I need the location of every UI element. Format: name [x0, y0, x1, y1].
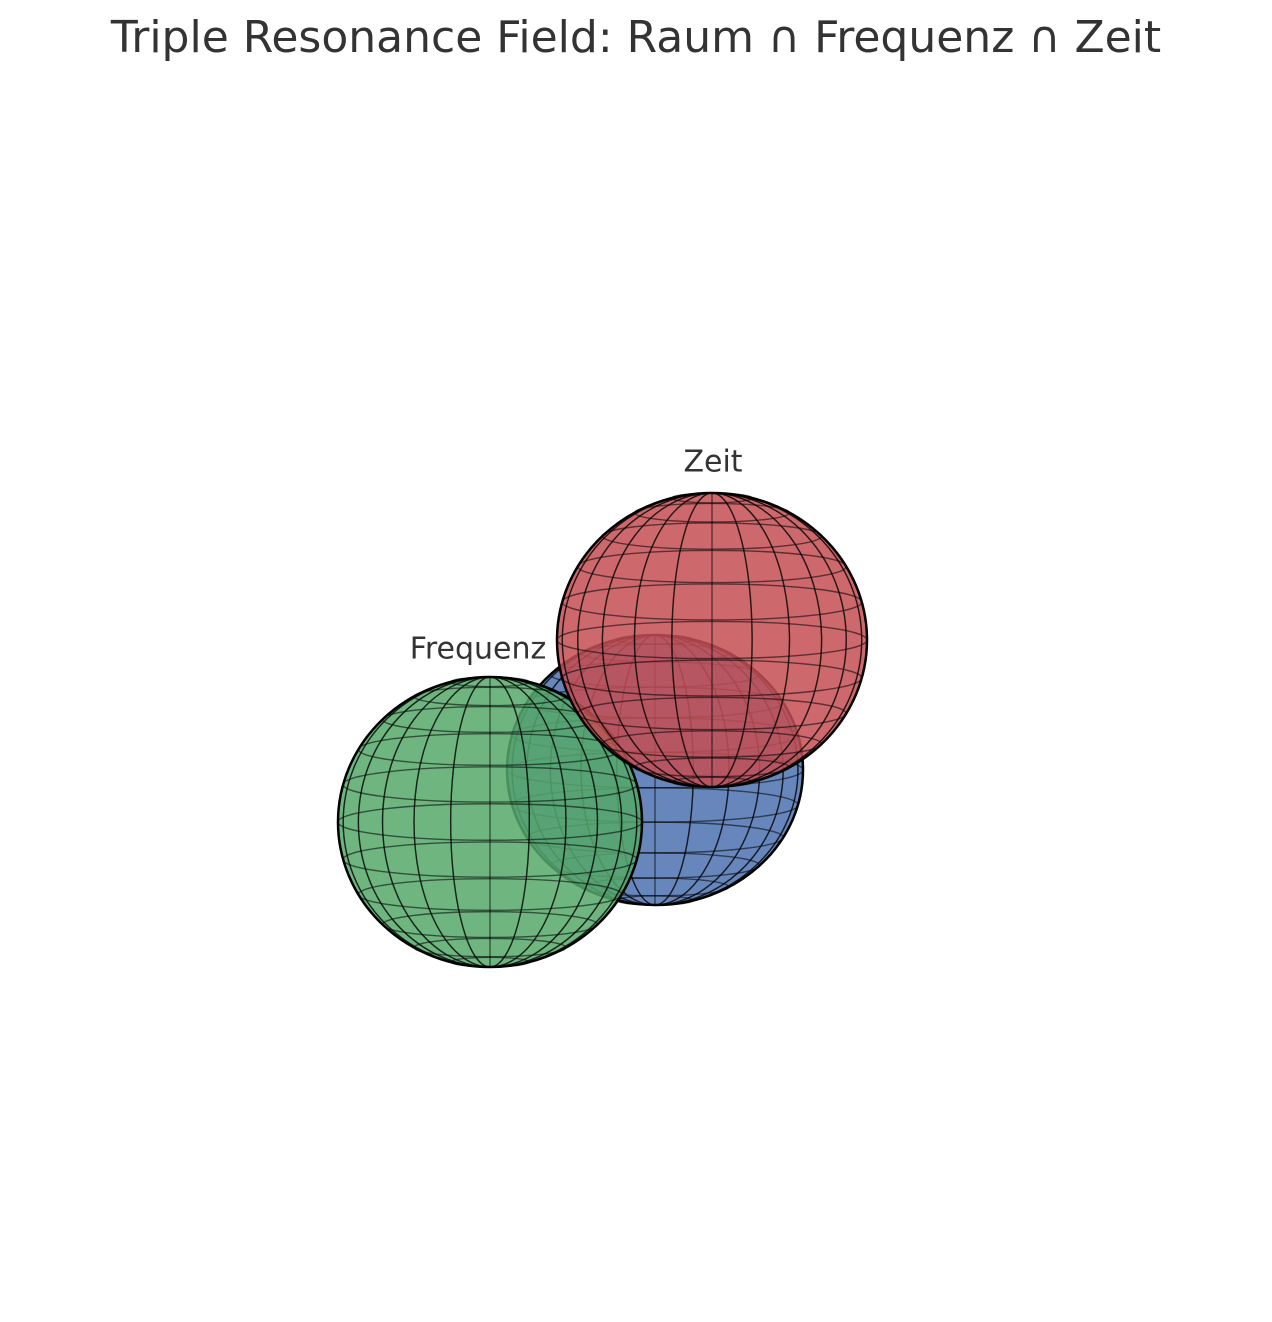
sphere — [336, 675, 644, 969]
latitude — [561, 659, 863, 697]
latitude — [561, 583, 863, 621]
latitude — [357, 878, 623, 911]
latitude — [671, 776, 753, 788]
chart-title: Triple Resonance Field: Raum ∩ Frequenz … — [110, 12, 1161, 63]
sphere-label: Zeit — [683, 445, 742, 480]
latitude — [601, 522, 823, 550]
latitude — [342, 841, 638, 878]
latitude — [449, 956, 531, 968]
latitude — [577, 696, 847, 731]
sphere-label: Frequenz — [410, 632, 546, 667]
latitude — [381, 910, 599, 939]
latitude — [337, 803, 643, 841]
latitude — [601, 730, 823, 758]
latitude — [556, 620, 868, 660]
latitude — [633, 502, 791, 523]
latitude — [577, 549, 847, 584]
sphere — [555, 491, 869, 789]
latitude — [413, 686, 567, 707]
latitude — [342, 766, 638, 803]
